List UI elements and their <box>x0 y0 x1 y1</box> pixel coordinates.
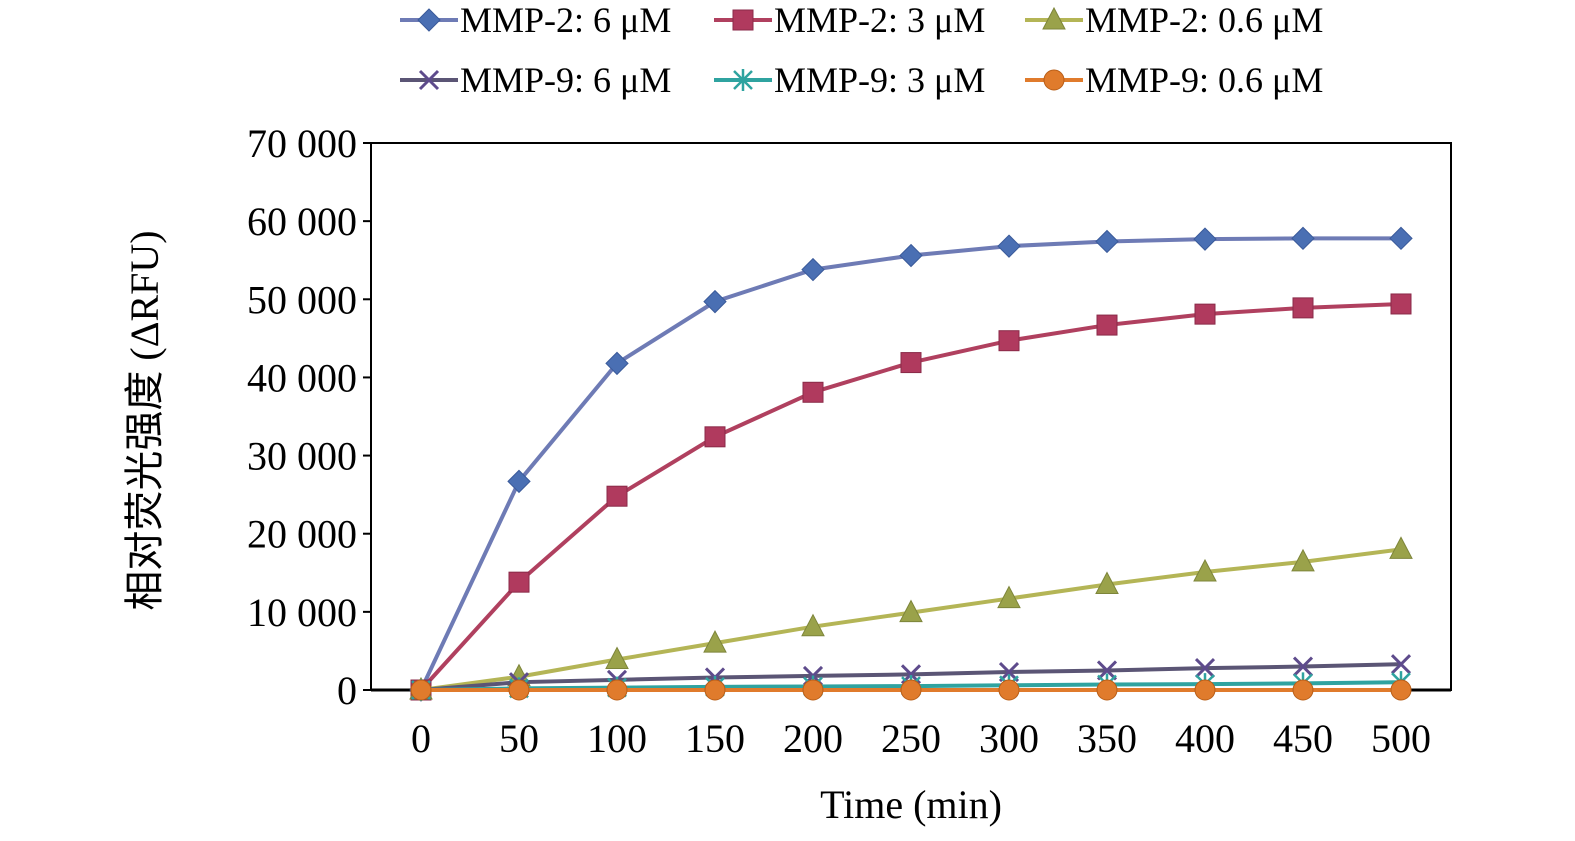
x-tick-label: 250 <box>881 716 941 761</box>
data-point <box>507 469 531 494</box>
y-tick-label: 40 000 <box>247 355 357 400</box>
data-point <box>410 679 432 701</box>
data-point <box>1291 226 1315 251</box>
data-point <box>1292 297 1314 319</box>
legend-marker <box>732 9 754 31</box>
series-1 <box>409 226 1413 702</box>
y-tick-label: 30 000 <box>247 434 357 479</box>
legend-marker <box>418 69 440 91</box>
data-point <box>1193 558 1217 582</box>
data-point <box>802 679 824 701</box>
data-point <box>802 381 824 403</box>
data-point <box>605 351 629 376</box>
legend-marker <box>1043 69 1065 91</box>
y-tick-label: 50 000 <box>247 277 357 322</box>
data-point <box>508 679 530 701</box>
data-point <box>997 585 1021 609</box>
x-axis-title: Time (min) <box>820 782 1002 827</box>
data-point <box>508 571 530 593</box>
x-tick-label: 200 <box>783 716 843 761</box>
data-point <box>998 679 1020 701</box>
data-point <box>900 679 922 701</box>
data-point <box>1193 227 1217 251</box>
data-point <box>1095 229 1119 254</box>
data-point <box>606 485 628 507</box>
y-axis-title: 相对荧光强度 (ΔRFU) <box>122 230 167 610</box>
y-axis: 0 10 000 20 000 30 000 40 000 50 000 60 000 70 … <box>247 121 371 713</box>
data-point <box>1389 226 1413 251</box>
y-tick-label: 70 000 <box>247 121 357 166</box>
legend-marker <box>733 69 753 91</box>
data-point <box>1194 679 1216 701</box>
data-point <box>1390 654 1412 675</box>
chart-legend: MMP-2: 6 μM MMP-2: 3 μM MMP-2: 0.6 μM MMP-9… <box>400 0 1323 100</box>
legend-item: MMP-2: 6 μM <box>400 0 671 40</box>
series-2 <box>410 293 1412 701</box>
data-point <box>1390 679 1412 701</box>
series-3 <box>409 536 1413 700</box>
data-point <box>899 599 923 623</box>
x-tick-label: 100 <box>587 716 647 761</box>
series-group <box>409 226 1413 702</box>
series-line <box>419 236 1401 691</box>
data-point <box>1292 656 1314 677</box>
legend-item: MMP-2: 0.6 μM <box>1025 0 1323 40</box>
data-point <box>703 289 727 314</box>
legend-item: MMP-9: 0.6 μM <box>1025 60 1323 100</box>
data-point <box>997 234 1021 258</box>
data-point <box>1292 679 1314 701</box>
y-tick-label: 60 000 <box>247 199 357 244</box>
data-point <box>1390 293 1412 315</box>
data-point <box>998 330 1020 352</box>
legend-label: MMP-2: 0.6 μM <box>1085 0 1323 40</box>
data-point <box>1096 314 1118 336</box>
x-tick-label: 500 <box>1371 716 1431 761</box>
data-point <box>1194 303 1216 325</box>
data-point <box>1291 548 1315 572</box>
x-tick-label: 50 <box>499 716 539 761</box>
y-tick-label: 10 000 <box>247 590 357 635</box>
x-axis: 0 50 100 150 200 250 300 350 400 450 500 <box>411 690 1431 761</box>
series-6 <box>410 679 1412 701</box>
data-point <box>1194 658 1216 679</box>
legend-label: MMP-2: 3 μM <box>774 0 985 40</box>
data-point <box>704 426 726 448</box>
legend-item: MMP-9: 3 μM <box>714 60 985 100</box>
legend-label: MMP-9: 6 μM <box>460 60 671 100</box>
x-tick-label: 350 <box>1077 716 1137 761</box>
legend-marker <box>1042 6 1066 30</box>
data-point <box>606 679 628 701</box>
legend-item: MMP-9: 6 μM <box>400 60 671 100</box>
x-tick-label: 150 <box>685 716 745 761</box>
data-point <box>1389 536 1413 559</box>
legend-label: MMP-9: 0.6 μM <box>1085 60 1323 100</box>
data-point <box>703 630 727 653</box>
legend-label: MMP-9: 3 μM <box>774 60 985 100</box>
x-tick-label: 400 <box>1175 716 1235 761</box>
legend-label: MMP-2: 6 μM <box>460 0 671 40</box>
legend-item: MMP-2: 3 μM <box>714 0 985 40</box>
legend-marker <box>417 8 441 32</box>
x-tick-label: 300 <box>979 716 1039 761</box>
data-point <box>900 352 922 374</box>
x-tick-label: 0 <box>411 716 431 761</box>
data-point <box>605 646 629 670</box>
data-point <box>1096 679 1118 701</box>
data-point <box>1096 660 1118 681</box>
data-point <box>899 243 923 268</box>
data-point <box>801 257 825 282</box>
y-tick-label: 0 <box>337 668 357 713</box>
y-tick-label: 20 000 <box>247 512 357 557</box>
data-point <box>704 679 726 701</box>
data-point <box>801 613 825 637</box>
x-tick-label: 450 <box>1273 716 1333 761</box>
data-point <box>1095 571 1119 595</box>
